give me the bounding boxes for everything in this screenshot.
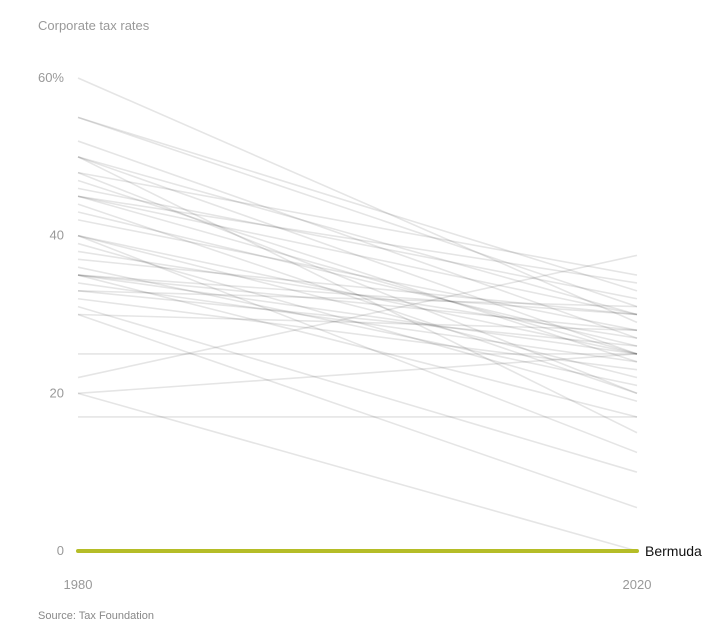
x-tick-label: 1980 <box>64 577 93 592</box>
series-line-24 <box>77 266 638 387</box>
series-line-25 <box>77 274 638 355</box>
y-tick-label: 0 <box>57 543 64 558</box>
source-note: Source: Tax Foundation <box>38 610 154 622</box>
chart-title: Corporate tax rates <box>38 18 150 33</box>
series-line-28 <box>77 274 638 332</box>
y-tick-label: 60% <box>38 70 64 85</box>
series-line-30 <box>77 290 638 308</box>
y-tick-label: 40 <box>50 228 64 243</box>
series-line-34 <box>77 313 638 332</box>
series-line-20 <box>77 234 638 379</box>
series-line-13 <box>77 195 638 355</box>
series-line-21 <box>77 242 638 402</box>
series-line-29 <box>77 282 638 363</box>
series-line-1 <box>77 77 638 324</box>
series-line-16 <box>77 211 638 347</box>
series-line-37 <box>77 254 638 379</box>
y-axis-ticks: 60% 40 20 0 <box>38 70 64 558</box>
series-line-23 <box>77 258 638 316</box>
series-lines <box>77 77 638 552</box>
series-line-27 <box>77 274 638 418</box>
series-line-2 <box>77 116 638 292</box>
series-line-8 <box>77 171 638 276</box>
series-line-17 <box>77 219 638 332</box>
series-line-10 <box>77 179 638 363</box>
highlight-label: Bermuda <box>645 543 702 559</box>
series-line-11 <box>77 187 638 300</box>
series-line-6 <box>77 156 638 355</box>
x-tick-label: 2020 <box>623 577 652 592</box>
series-line-14 <box>77 195 638 284</box>
series-line-38 <box>77 353 638 395</box>
series-line-31 <box>77 290 638 347</box>
series-line-15 <box>77 203 638 395</box>
x-axis-ticks: 1980 2020 <box>64 577 652 592</box>
series-line-39 <box>77 392 638 552</box>
y-tick-label: 20 <box>50 385 64 400</box>
series-line-12 <box>77 195 638 316</box>
series-line-22 <box>77 250 638 339</box>
series-line-32 <box>77 297 638 371</box>
series-line-26 <box>77 274 638 316</box>
series-line-33 <box>77 305 638 473</box>
series-line-18 <box>77 234 638 355</box>
highlight-series: Bermuda <box>76 543 702 559</box>
series-line-4 <box>77 140 638 339</box>
series-line-3 <box>77 116 638 308</box>
series-line-5 <box>77 156 638 316</box>
series-line-7 <box>77 156 638 434</box>
series-line-19 <box>77 234 638 454</box>
series-line-9 <box>77 171 638 395</box>
series-line-35 <box>77 313 638 509</box>
